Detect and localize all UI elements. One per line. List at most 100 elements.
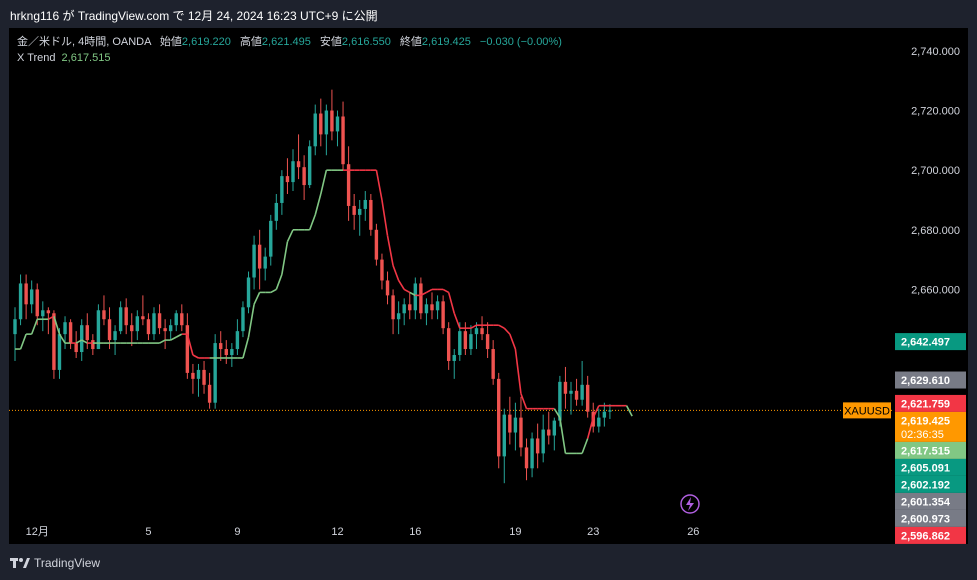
candle-body[interactable]: [430, 304, 434, 311]
candle-body[interactable]: [146, 319, 151, 335]
candle-body[interactable]: [18, 283, 23, 320]
candle-body[interactable]: [113, 331, 117, 341]
candle-body[interactable]: [263, 256, 267, 269]
candle-body[interactable]: [207, 384, 212, 403]
candle-body[interactable]: [224, 349, 228, 356]
candle-body[interactable]: [597, 417, 601, 427]
candle-body[interactable]: [508, 414, 512, 433]
candle-body[interactable]: [485, 334, 490, 350]
candle-body[interactable]: [335, 116, 340, 132]
candle-body[interactable]: [68, 322, 73, 344]
candle-body[interactable]: [291, 161, 295, 183]
candle-body[interactable]: [174, 313, 178, 326]
candle-body[interactable]: [608, 410, 612, 412]
candlestick-chart[interactable]: 2,740.000 2,720.000 2,700.000 2,680.000 2,66…: [9, 28, 968, 544]
candle-body[interactable]: [424, 304, 429, 314]
chart-area[interactable]: 2,740.000 2,720.000 2,700.000 2,680.000 2,66…: [9, 28, 968, 544]
candle-body[interactable]: [29, 289, 34, 305]
candle-body[interactable]: [346, 164, 351, 206]
candle-body[interactable]: [91, 340, 95, 350]
candle-body[interactable]: [257, 244, 262, 269]
candle-body[interactable]: [569, 390, 573, 394]
candle-body[interactable]: [558, 381, 562, 421]
candle-body[interactable]: [513, 417, 518, 433]
candle-body[interactable]: [563, 381, 568, 394]
candle-body[interactable]: [446, 328, 451, 361]
candle-body[interactable]: [530, 438, 534, 469]
candle-body[interactable]: [552, 420, 557, 436]
candle-body[interactable]: [202, 369, 206, 385]
candle-body[interactable]: [96, 310, 101, 350]
candle-body[interactable]: [413, 283, 418, 311]
candle-body[interactable]: [402, 304, 406, 314]
candle-body[interactable]: [502, 414, 506, 457]
candle-body[interactable]: [435, 301, 440, 311]
candle-body[interactable]: [391, 295, 395, 320]
candle-body[interactable]: [102, 310, 106, 320]
candle-body[interactable]: [458, 331, 462, 356]
candle-body[interactable]: [80, 325, 84, 353]
candle-body[interactable]: [135, 316, 140, 332]
candle-body[interactable]: [419, 283, 423, 314]
candle-body[interactable]: [307, 146, 312, 186]
candle-body[interactable]: [157, 313, 162, 329]
candle-body[interactable]: [363, 199, 367, 209]
symbol-title[interactable]: 金／米ドル, 4時間, OANDA: [17, 36, 151, 48]
candle-body[interactable]: [541, 429, 545, 454]
candle-body[interactable]: [152, 313, 156, 335]
candle-body[interactable]: [585, 384, 590, 412]
candle-body[interactable]: [163, 328, 167, 332]
candle-body[interactable]: [602, 411, 607, 418]
candle-body[interactable]: [57, 334, 62, 370]
tradingview-logo[interactable]: TradingView: [10, 556, 100, 570]
candle-body[interactable]: [13, 319, 17, 335]
candle-body[interactable]: [469, 334, 473, 350]
candle-body[interactable]: [380, 259, 384, 281]
candle-body[interactable]: [213, 343, 217, 403]
candle-body[interactable]: [180, 313, 184, 326]
candle-body[interactable]: [85, 325, 89, 341]
candle-body[interactable]: [408, 304, 412, 311]
candle-body[interactable]: [63, 322, 67, 335]
candle-body[interactable]: [24, 283, 28, 305]
candle-body[interactable]: [185, 325, 190, 373]
candle-body[interactable]: [219, 343, 223, 350]
candle-body[interactable]: [474, 328, 479, 335]
candle-body[interactable]: [191, 372, 195, 379]
candle-body[interactable]: [74, 343, 78, 353]
candle-body[interactable]: [296, 161, 301, 168]
candle-body[interactable]: [547, 429, 551, 436]
candle-body[interactable]: [324, 110, 329, 135]
candle-body[interactable]: [52, 313, 56, 370]
candle-body[interactable]: [497, 378, 501, 457]
candle-body[interactable]: [341, 116, 345, 165]
candle-body[interactable]: [285, 176, 290, 183]
candle-body[interactable]: [319, 113, 323, 135]
candle-body[interactable]: [130, 325, 134, 332]
candle-body[interactable]: [35, 289, 39, 317]
candle-body[interactable]: [574, 390, 579, 400]
candle-body[interactable]: [330, 110, 334, 132]
candle-body[interactable]: [441, 301, 445, 329]
candle-body[interactable]: [41, 310, 45, 317]
candle-body[interactable]: [280, 176, 284, 203]
candle-body[interactable]: [463, 331, 468, 350]
candle-body[interactable]: [480, 328, 484, 335]
candle-body[interactable]: [196, 369, 201, 379]
candle-body[interactable]: [535, 438, 540, 454]
candle-body[interactable]: [369, 199, 373, 230]
candle-body[interactable]: [519, 417, 523, 448]
candle-body[interactable]: [580, 384, 584, 400]
candle-body[interactable]: [46, 310, 51, 314]
candle-body[interactable]: [235, 331, 240, 350]
candle-body[interactable]: [313, 113, 317, 147]
candle-body[interactable]: [274, 202, 279, 221]
candle-body[interactable]: [118, 307, 123, 332]
candle-body[interactable]: [246, 277, 251, 308]
candle-body[interactable]: [352, 205, 356, 215]
candle-body[interactable]: [241, 307, 245, 332]
candle-body[interactable]: [141, 316, 145, 320]
candle-body[interactable]: [524, 447, 529, 469]
candle-body[interactable]: [168, 325, 173, 332]
lightning-icon[interactable]: [680, 494, 700, 514]
